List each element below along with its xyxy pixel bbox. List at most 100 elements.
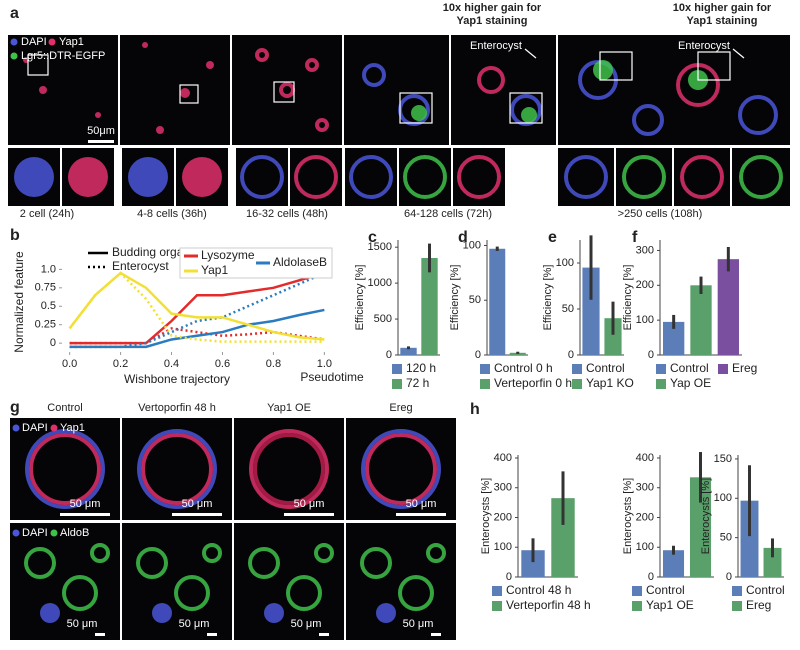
cell [305, 58, 319, 72]
micrograph [10, 523, 120, 640]
legend-dot [50, 529, 58, 537]
legend-swatch [632, 601, 642, 611]
cell [206, 61, 214, 69]
x-tick-label: 0.8 [266, 358, 281, 370]
y-tick-label: 50 [562, 303, 574, 315]
stain-label: AldoB [60, 527, 89, 539]
y-tick-label: 0.25 [35, 319, 56, 331]
y-tick-label: 0 [568, 349, 574, 361]
column-title: Ereg [389, 402, 412, 414]
panel-letter: d [458, 229, 468, 246]
y-tick-label: 100 [556, 257, 574, 269]
inset-box [599, 51, 633, 81]
stage-label: 2 cell (24h) [20, 208, 74, 220]
legend-dot [12, 424, 20, 432]
scale-bar [172, 513, 222, 516]
bar [763, 547, 782, 577]
organoid-line [69, 308, 325, 349]
scale-bar-label: 50 μm [291, 618, 322, 630]
legend-label: Control [746, 583, 785, 597]
y-tick-label: 150 [714, 453, 732, 465]
legend-swatch [480, 379, 490, 389]
y-tick-label: 100 [714, 492, 732, 504]
bar [604, 318, 622, 355]
legend-label: Ereg [746, 598, 771, 612]
y-axis-label: Efficiency [%] [542, 265, 554, 331]
gain-note: 10x higher gain for Yap1 staining [442, 2, 542, 27]
x-tick-label: 1.0 [317, 358, 332, 370]
cell [253, 433, 325, 505]
bar [582, 267, 600, 355]
cell [286, 575, 322, 611]
legend-dot [50, 424, 58, 432]
y-tick-label: 0 [648, 349, 654, 361]
y-tick-label: 1000 [368, 277, 392, 289]
stage-label: 16-32 cells (48h) [246, 208, 328, 220]
inset-box [509, 92, 543, 124]
micrograph [344, 35, 449, 145]
y-tick-label: 100 [636, 541, 654, 553]
legend-label: Yap1 KO [586, 376, 634, 390]
legend-label: Control 0 h [494, 361, 553, 375]
legend-label: AldolaseB [273, 255, 327, 269]
x-tick-label: 0.4 [164, 358, 179, 370]
y-tick-label: 0 [50, 337, 56, 349]
arrow-label: Enterocyst [470, 40, 522, 52]
y-tick-label: 200 [494, 511, 512, 523]
y-tick-label: 0.75 [35, 282, 56, 294]
cell [180, 88, 190, 98]
legend-label: Yap1 [201, 263, 228, 277]
cell [738, 95, 778, 135]
y-axis-label: Efficiency [%] [354, 265, 366, 331]
y-tick-label: 0 [648, 571, 654, 583]
stain-label: DAPI [22, 527, 48, 539]
column-title: Control [47, 402, 82, 414]
arrow-label: Enterocyst [678, 40, 730, 52]
y-tick-label: 1.0 [41, 263, 56, 275]
cell [39, 86, 47, 94]
panel-letter: g [10, 399, 20, 416]
inset-box [179, 84, 199, 104]
micrograph [346, 523, 456, 640]
legend-label: Control [646, 583, 685, 597]
y-tick-label: 0 [386, 349, 392, 361]
legend-label: Enterocyst [112, 259, 169, 273]
bar [400, 347, 417, 355]
scale-bar-label: 50 μm [182, 498, 213, 510]
x-tick-label: 0.0 [62, 358, 77, 370]
y-tick-label: 500 [374, 313, 392, 325]
cell [403, 155, 447, 199]
y-tick-label: 0 [475, 349, 481, 361]
bar [690, 285, 712, 355]
legend-label: Control [586, 361, 625, 375]
legend-label: 120 h [406, 361, 436, 375]
y-tick-label: 0.5 [41, 300, 56, 312]
stage-label: 64-128 cells (72h) [404, 208, 492, 220]
arrow [524, 48, 537, 59]
cell [521, 107, 537, 123]
scale-bar-label: 50 μm [403, 618, 434, 630]
organoid-line [68, 271, 325, 341]
legend-label: Yap OE [670, 376, 711, 390]
cell [294, 155, 338, 199]
scale-bar-label: 50μm [87, 125, 115, 137]
legend-dot [12, 529, 20, 537]
y-tick-label: 200 [636, 511, 654, 523]
bar [717, 259, 739, 355]
column-title: Yap1 OE [267, 402, 311, 414]
legend-swatch [656, 364, 666, 374]
y-tick-label: 50 [469, 294, 481, 306]
legend-swatch [572, 379, 582, 389]
scale-bar [284, 513, 334, 516]
stage-label: 4-8 cells (36h) [137, 208, 207, 220]
legend-swatch [718, 364, 728, 374]
scale-bar [396, 513, 446, 516]
cell [141, 433, 213, 505]
stage-label: >250 cells (108h) [618, 208, 703, 220]
y-tick-label: 400 [494, 452, 512, 464]
cell [137, 429, 217, 509]
cell [128, 157, 168, 197]
cell [314, 543, 334, 563]
panel-letter: h [470, 401, 480, 418]
